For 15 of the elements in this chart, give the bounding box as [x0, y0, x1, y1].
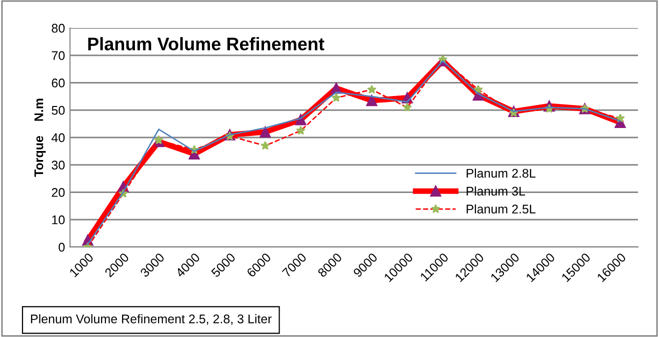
chart-title: Planum Volume Refinement — [88, 37, 324, 50]
y-tick-label: 60 — [52, 78, 65, 88]
text: Plenum Volume Refinement 2.5, 2.8, 3 Liter — [31, 314, 272, 325]
legend-label: Planum 2.5L — [466, 204, 536, 214]
y-tick-label: 70 — [52, 51, 65, 60]
y-tick-label: 0 — [58, 242, 65, 252]
y-tick-label: 40 — [52, 133, 65, 142]
y-axis-title: Torque N.m — [34, 98, 46, 177]
legend-label: Planum 2.8L — [466, 168, 536, 178]
y-tick-label: 50 — [52, 106, 65, 115]
y-tick-label: 10 — [52, 215, 65, 224]
y-tick-label: 80 — [52, 24, 65, 33]
y-tick-label: 30 — [52, 160, 65, 170]
legend-label: Planum 3L — [466, 186, 526, 196]
y-tick-label: 20 — [52, 188, 65, 197]
